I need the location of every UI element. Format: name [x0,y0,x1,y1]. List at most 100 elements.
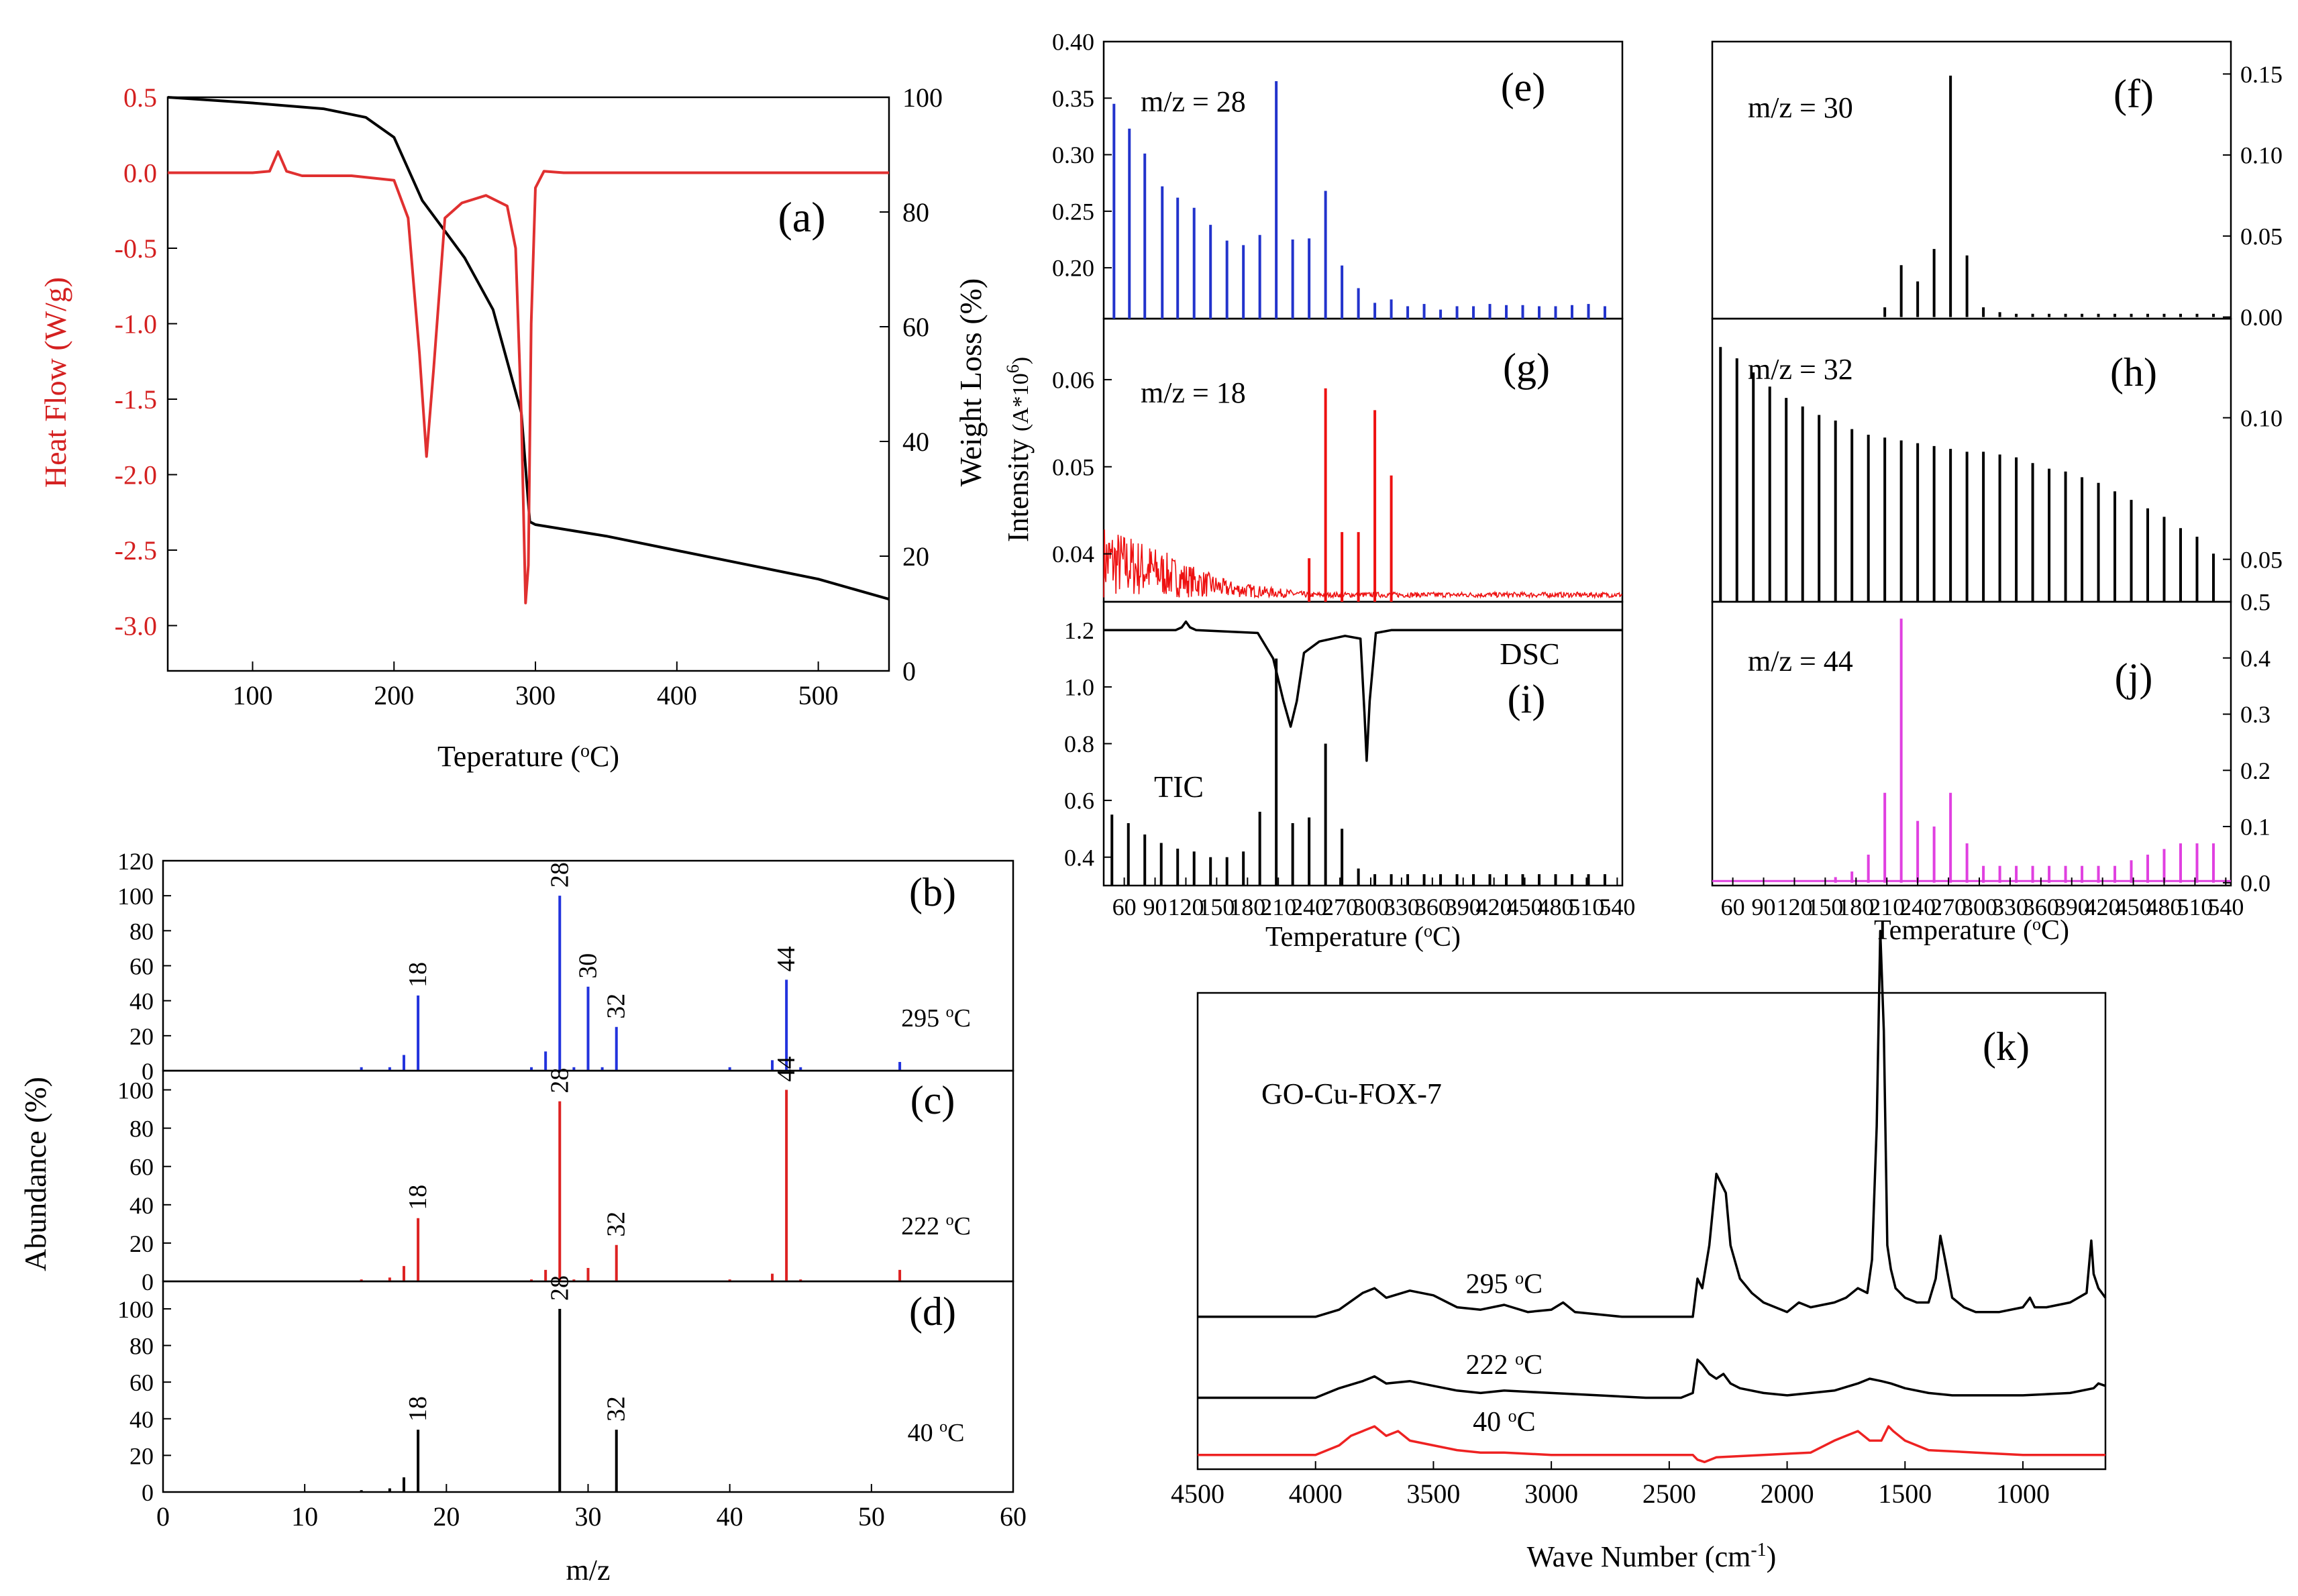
panel-a-xtick-label: 500 [798,680,839,710]
panel-j-frame [1711,600,2232,887]
panel-k-xtick-label: 4500 [1171,1479,1224,1509]
panel-k-xtick-label: 1500 [1878,1479,1932,1509]
middle-ylabel-close: ) [1008,357,1033,364]
panel-i-ytick-tick-label: 0.4 [1064,844,1094,871]
panel-b-temperature-unit: o [946,1004,954,1021]
middle-ylabel: Intensity (A*106) [1002,357,1035,542]
panel-b-ytick-label: 20 [129,1023,154,1050]
panel-g-noise-trace [1103,529,1623,600]
panel-b-peak-label: 18 [404,962,432,988]
panel-i-xtick-label: 150 [1198,894,1235,920]
panel-i-xtick-label: 180 [1229,894,1265,920]
panel-c-temperature-value: 222 [901,1212,946,1240]
panel-d-ytick-label: 20 [129,1442,154,1469]
panel-j-xlabel-text: Temperature ( [1874,915,2032,946]
panel-c-ytick-label: 20 [129,1230,154,1257]
panel-a-ytick-right-label: 100 [902,83,943,113]
panel-i-xtick-label: 420 [1476,894,1512,920]
panel-a-weight-loss-line [167,96,890,601]
panel-d-peak-label: 28 [545,1275,574,1301]
panel-j-xtick-label: 270 [1930,894,1967,920]
panel-k-xlabel-text: Wave Number (cm [1527,1540,1751,1573]
panel-d-temperature-value: 40 [908,1419,940,1447]
panel-e-ytick-tick-label: 0.40 [1052,29,1094,56]
panel-d-frame [162,1280,1014,1493]
panel-b-ytick-label: 60 [129,953,154,980]
panel-a-xtick-label: 200 [374,680,414,710]
panel-d-temperature-tail: C [947,1419,964,1447]
panel-a-ylabel-left: Heat Flow (W/g) [38,277,72,488]
panel-g-ytick-tick-label: 0.06 [1052,366,1094,393]
panel-j-xtick-label: 540 [2207,894,2244,920]
panel-k-series-label-unit: o [1515,1349,1524,1369]
panel-j-xtick-label: 480 [2146,894,2183,920]
panel-d-xtick-label: 40 [717,1501,743,1532]
panel-d-temperature: 40 oC [908,1418,965,1447]
panel-a-ytick-left-label: 0.5 [123,83,157,113]
panel-h-ytick-tick-label: 0.05 [2240,546,2283,573]
panel-a-xlabel-tail: C) [590,740,619,773]
panel-i-ytick-tick-label: 0.8 [1064,731,1094,757]
panel-f-ytick-tick-label: 0.05 [2240,223,2283,250]
panel-b-ytick-label: 40 [129,988,154,1015]
panel-k-series-label-tail: C [1524,1350,1543,1381]
panel-i-xtick-label: 450 [1507,894,1543,920]
panel-f-ytick-tick-label: 0.15 [2240,61,2283,88]
panel-d-ytick-label: 80 [129,1333,154,1360]
panel-c-temperature-tail: C [954,1212,971,1240]
panel-k-xtick-label: 2000 [1761,1479,1814,1509]
panel-j-xtick-label: 60 [1721,894,1745,920]
panel-j-xlabel-tail: C) [2041,915,2069,946]
panel-f-ytick-tick-label: 0.00 [2240,304,2283,331]
panel-d-peak-label: 32 [603,1396,631,1422]
panel-i-tic-annotation: TIC [1154,769,1204,804]
panel-d-ytick-label: 100 [117,1296,154,1323]
panel-a-ytick-right-label: 20 [902,541,929,572]
panel-d-xtick-label: 50 [858,1501,885,1532]
panel-h-ytick-tick-label: 0.10 [2240,405,2283,431]
panel-a-xlabel-unit: o [580,741,590,761]
bcd-xlabel: m/z [566,1554,611,1587]
panel-c-frame [162,1069,1014,1283]
panel-i-xtick-label: 210 [1260,894,1296,920]
panel-i-dsc-annotation: DSC [1500,637,1559,671]
panel-a-xtick-label: 300 [515,680,556,710]
panel-d-peak-label: 18 [404,1396,432,1422]
panel-a-xtick-label: 400 [657,680,697,710]
panel-j-xtick-label: 180 [1838,894,1874,920]
panel-i-xlabel-text: Temperature ( [1265,922,1424,953]
panel-b-temperature-tail: C [954,1004,971,1032]
panel-e-ytick-tick-label: 0.30 [1052,142,1094,168]
panel-c-ytick-label: 100 [117,1077,154,1104]
panel-i-xtick-label: 510 [1568,894,1604,920]
panel-i-xlabel: Temperature (oC) [1265,921,1461,953]
panel-a-ytick-left-label: -3.0 [115,611,157,641]
panel-b-ytick-label: 120 [117,848,154,875]
panel-g-ytick-tick-label: 0.05 [1052,454,1094,480]
bcd-ylabel: Abundance (%) [18,1077,52,1271]
panel-a-label: (a) [778,193,825,241]
panel-d-temperature-unit: o [939,1418,947,1436]
panel-k-series-label-value: 295 [1466,1269,1516,1299]
panel-j-xlabel-unit: o [2032,914,2041,934]
panel-c-peak-label: 32 [603,1212,631,1237]
panel-j-xtick-label: 300 [1961,894,1997,920]
panel-j-annotation: m/z = 44 [1748,645,1853,678]
panel-d-xtick-label: 30 [575,1501,602,1532]
panel-k-xlabel-tail: ) [1767,1540,1777,1573]
panel-i-xtick-label: 120 [1167,894,1204,920]
panel-b-ytick-label: 80 [129,918,154,945]
panel-a-heat-flow-line [168,150,889,604]
panel-g-label: (g) [1503,345,1550,390]
panel-k-frame [1196,992,2107,1471]
panel-c-ytick-label: 0 [142,1269,154,1295]
panel-j-xtick-label: 330 [1992,894,2028,920]
panel-j-xtick-label: 150 [1807,894,1843,920]
panel-i-xtick-label: 240 [1291,894,1327,920]
panel-j-ytick-tick-label: 0.2 [2240,757,2270,784]
panel-j-label: (j) [2115,655,2153,700]
panel-a-ytick-right-label: 60 [902,312,929,342]
panel-d-ytick-label: 40 [129,1406,154,1433]
panel-i-dsc-line [1104,620,1622,762]
panel-b-ytick-label: 100 [117,883,154,910]
